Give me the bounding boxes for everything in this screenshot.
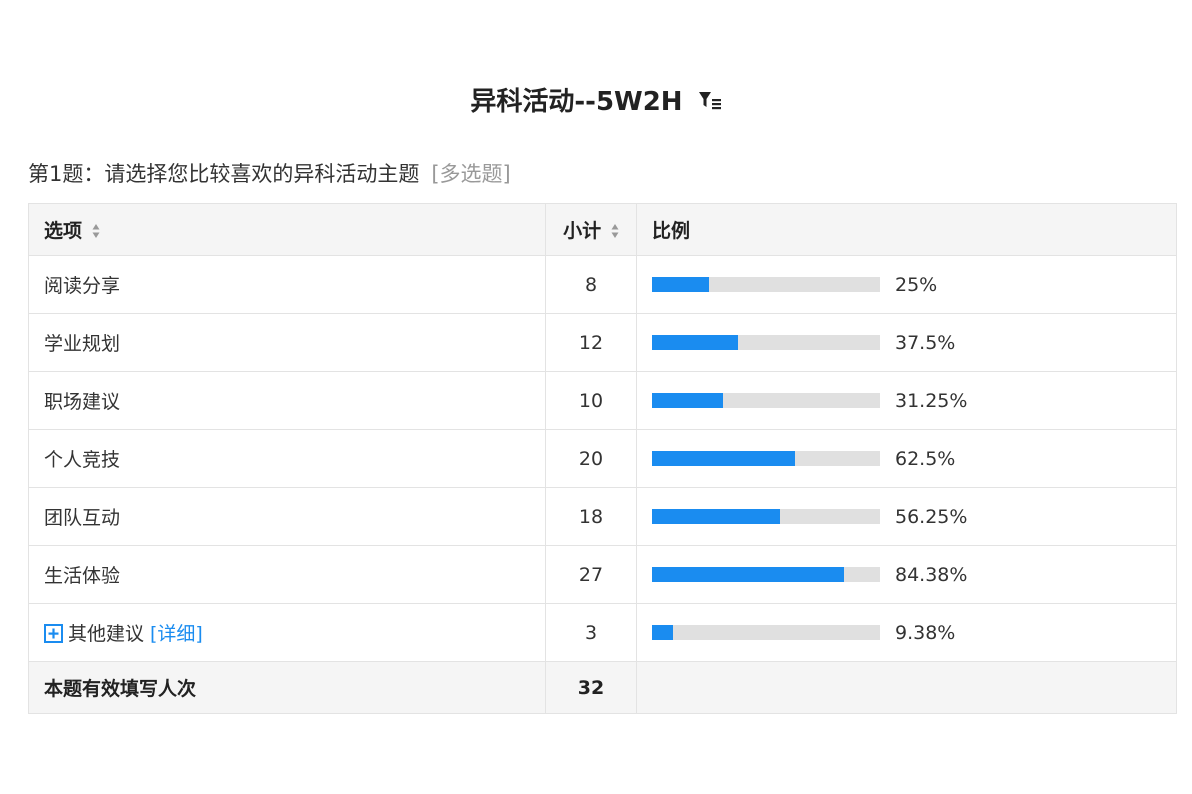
result-table: 选项 小计 比例 阅读分享 8 <box>28 203 1177 714</box>
ratio-percent: 25% <box>895 273 938 296</box>
survey-title: 异科活动--5W2H <box>0 82 1192 122</box>
option-count: 8 <box>545 255 637 314</box>
ratio-cell: 56.25% <box>636 487 1177 546</box>
filter-list-icon[interactable] <box>698 90 722 112</box>
progress-bar-fill <box>652 625 674 640</box>
option-label: 学业规划 <box>28 313 546 372</box>
option-column-header[interactable]: 选项 <box>28 203 546 256</box>
question-type: [多选题] <box>431 162 511 186</box>
progress-bar-fill <box>652 393 724 408</box>
option-count: 18 <box>545 487 637 546</box>
option-label: 个人竞技 <box>28 429 546 488</box>
progress-bar-fill <box>652 451 795 466</box>
other-option-label: 其他建议 <box>68 623 145 645</box>
count-header-label: 小计 <box>563 220 602 242</box>
progress-bar-track <box>652 277 880 292</box>
option-count: 20 <box>545 429 637 488</box>
table-row: 团队互动 18 56.25% <box>28 487 1177 546</box>
progress-bar-fill <box>652 509 781 524</box>
option-count: 27 <box>545 545 637 604</box>
table-row: 职场建议 10 31.25% <box>28 371 1177 430</box>
ratio-cell: 37.5% <box>636 313 1177 372</box>
ratio-percent: 31.25% <box>895 389 968 412</box>
footer-count: 32 <box>545 661 637 714</box>
option-count: 12 <box>545 313 637 372</box>
footer-empty-cell <box>636 661 1177 714</box>
ratio-percent: 56.25% <box>895 505 968 528</box>
sort-icon[interactable] <box>92 223 100 239</box>
table-row: 个人竞技 20 62.5% <box>28 429 1177 488</box>
option-count: 3 <box>545 603 637 662</box>
ratio-header-label: 比例 <box>652 220 691 242</box>
sort-icon[interactable] <box>611 223 619 239</box>
table-footer-row: 本题有效填写人次 32 <box>28 661 1177 714</box>
option-count: 10 <box>545 371 637 430</box>
progress-bar-track <box>652 451 880 466</box>
ratio-percent: 62.5% <box>895 447 956 470</box>
option-label: 职场建议 <box>28 371 546 430</box>
other-option-cell: 其他建议 [详细] <box>28 603 546 662</box>
ratio-cell: 9.38% <box>636 603 1177 662</box>
ratio-cell: 31.25% <box>636 371 1177 430</box>
ratio-cell: 62.5% <box>636 429 1177 488</box>
progress-bar-track <box>652 393 880 408</box>
expand-plus-icon[interactable] <box>44 624 63 643</box>
ratio-column-header: 比例 <box>636 203 1177 256</box>
ratio-percent: 84.38% <box>895 563 968 586</box>
table-row: 学业规划 12 37.5% <box>28 313 1177 372</box>
table-header-row: 选项 小计 比例 <box>28 203 1177 256</box>
ratio-percent: 37.5% <box>895 331 956 354</box>
progress-bar-track <box>652 509 880 524</box>
ratio-cell: 84.38% <box>636 545 1177 604</box>
option-label: 阅读分享 <box>28 255 546 314</box>
option-label: 团队互动 <box>28 487 546 546</box>
ratio-cell: 25% <box>636 255 1177 314</box>
ratio-percent: 9.38% <box>895 621 956 644</box>
progress-bar-track <box>652 335 880 350</box>
option-header-label: 选项 <box>44 220 83 242</box>
option-label: 生活体验 <box>28 545 546 604</box>
progress-bar-track <box>652 625 880 640</box>
detail-link[interactable]: [详细] <box>150 623 203 645</box>
progress-bar-fill <box>652 335 738 350</box>
progress-bar-fill <box>652 277 709 292</box>
survey-title-text: 异科活动--5W2H <box>470 87 683 117</box>
question-label: 第1题：请选择您比较喜欢的异科活动主题 <box>28 162 420 186</box>
question-heading: 第1题：请选择您比较喜欢的异科活动主题 [多选题] <box>28 158 511 190</box>
table-row-other: 其他建议 [详细] 3 9.38% <box>28 603 1177 662</box>
table-row: 生活体验 27 84.38% <box>28 545 1177 604</box>
table-row: 阅读分享 8 25% <box>28 255 1177 314</box>
count-column-header[interactable]: 小计 <box>545 203 637 256</box>
progress-bar-track <box>652 567 880 582</box>
progress-bar-fill <box>652 567 845 582</box>
footer-label: 本题有效填写人次 <box>28 661 546 714</box>
